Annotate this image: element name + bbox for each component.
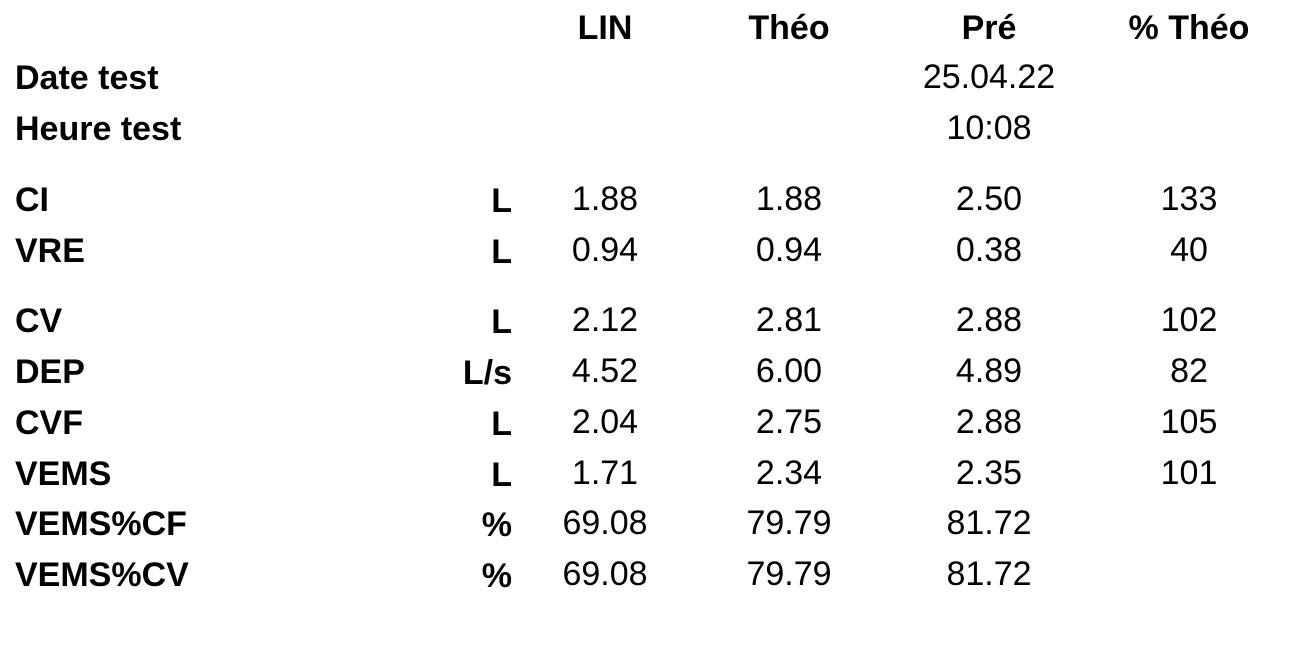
row-value-percent-theo: 82	[1170, 352, 1208, 390]
row-unit: %	[481, 506, 512, 544]
row-value-theo: 2.75	[755, 403, 823, 441]
row-label: VEMS%CF	[15, 505, 187, 543]
row-value-pre: 2.50	[955, 180, 1023, 218]
row-value-pre: 2.35	[955, 454, 1023, 492]
row-value-lin: 2.12	[571, 301, 639, 339]
row-value-lin: 1.71	[571, 454, 639, 492]
row-unit: %	[481, 557, 512, 595]
date-test-label: Date test	[15, 59, 159, 97]
row-label: CVF	[15, 404, 83, 442]
row-unit: L/s	[462, 354, 512, 392]
row-label: VEMS	[15, 455, 112, 493]
row-value-lin: 69.08	[562, 555, 648, 593]
row-label: DEP	[15, 353, 85, 391]
row-value-percent-theo: 101	[1160, 454, 1218, 492]
row-value-percent-theo: 102	[1160, 301, 1218, 339]
row-value-lin: 0.94	[571, 231, 639, 269]
row-value-lin: 4.52	[571, 352, 639, 390]
row-value-pre: 2.88	[955, 403, 1023, 441]
row-value-pre: 81.72	[946, 504, 1032, 542]
column-header-percent-theo: % Théo	[1128, 9, 1250, 47]
column-header-theo: Théo	[748, 9, 830, 47]
row-value-theo: 1.88	[755, 180, 823, 218]
row-value-pre: 81.72	[946, 555, 1032, 593]
row-value-theo: 6.00	[755, 352, 823, 390]
row-unit: L	[491, 456, 512, 494]
row-value-pre: 4.89	[955, 352, 1023, 390]
row-value-pre: 2.88	[955, 301, 1023, 339]
row-label: VEMS%CV	[15, 556, 189, 594]
date-test-value: 25.04.22	[922, 58, 1056, 96]
time-test-value: 10:08	[946, 109, 1032, 147]
row-value-percent-theo: 40	[1170, 231, 1208, 269]
row-value-lin: 69.08	[562, 504, 648, 542]
row-label: CV	[15, 302, 63, 340]
row-value-lin: 2.04	[571, 403, 639, 441]
row-value-pre: 0.38	[955, 231, 1023, 269]
row-value-percent-theo: 133	[1160, 180, 1218, 218]
row-value-theo: 0.94	[755, 231, 823, 269]
row-value-lin: 1.88	[571, 180, 639, 218]
column-header-pre: Pré	[961, 9, 1017, 47]
row-unit: L	[491, 233, 512, 271]
row-label: VRE	[15, 232, 85, 270]
row-value-percent-theo: 105	[1160, 403, 1218, 441]
row-value-theo: 79.79	[746, 504, 832, 542]
row-value-theo: 2.81	[755, 301, 823, 339]
time-test-label: Heure test	[15, 110, 182, 148]
row-value-theo: 79.79	[746, 555, 832, 593]
column-header-lin: LIN	[577, 9, 633, 47]
row-label: CI	[15, 181, 49, 219]
row-unit: L	[491, 405, 512, 443]
row-unit: L	[491, 182, 512, 220]
row-value-theo: 2.34	[755, 454, 823, 492]
row-unit: L	[491, 303, 512, 341]
